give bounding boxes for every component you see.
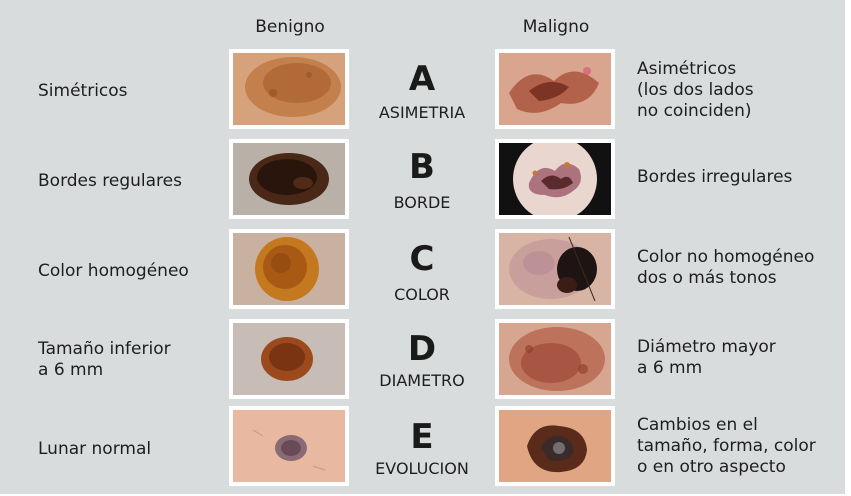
benign-description: Tamaño inferior a 6 mm — [38, 339, 171, 380]
malignant-description: Asimétricos (los dos lados no coinciden) — [637, 59, 754, 121]
malignant-mole-photo-diameter — [495, 319, 615, 399]
malignant-mole-photo-border — [495, 139, 615, 219]
benign-description: Bordes regulares — [38, 171, 182, 191]
benign-mole-photo-color — [229, 229, 349, 309]
benign-description: Simétricos — [38, 81, 128, 101]
malignant-description: Diámetro mayor a 6 mm — [637, 337, 776, 378]
benign-mole-image — [233, 323, 345, 395]
benign-mole-image — [233, 143, 345, 215]
benign-mole-photo-border — [229, 139, 349, 219]
criterion-name: BORDE — [393, 193, 451, 212]
criterion-letter: C — [409, 239, 435, 279]
malignant-column-header: Maligno — [522, 17, 590, 37]
row-border: Bordes regulares B BORDE Bordes irregula… — [0, 135, 845, 225]
malignant-mole-image — [499, 323, 611, 395]
criterion-name: ASIMETRIA — [378, 103, 466, 122]
criterion-letter: D — [407, 329, 437, 369]
criterion-name: DIAMETRO — [379, 371, 465, 390]
benign-mole-image — [233, 410, 345, 482]
criterion-letter: A — [408, 59, 436, 99]
malignant-mole-photo-evolution — [495, 406, 615, 486]
malignant-mole-image — [499, 53, 611, 125]
malignant-description: Cambios en el tamaño, forma, color o en … — [637, 415, 816, 477]
malignant-mole-photo-asymmetry — [495, 49, 615, 129]
criterion-letter: E — [410, 417, 434, 457]
row-asymmetry: Simétricos A ASIMETRIA Asimétricos (los … — [0, 45, 845, 135]
benign-column-header: Benigno — [255, 17, 325, 37]
row-evolution: Lunar normal E EVOLUCION Cambios en el t… — [0, 405, 845, 495]
benign-mole-image — [233, 233, 345, 305]
benign-description: Lunar normal — [38, 439, 152, 459]
malignant-description: Color no homogéneo dos o más tonos — [637, 247, 815, 288]
malignant-mole-image — [499, 410, 611, 482]
row-diameter: Tamaño inferior a 6 mm D DIAMETRO Diámet… — [0, 315, 845, 405]
benign-mole-photo-evolution — [229, 406, 349, 486]
malignant-mole-image — [499, 143, 611, 215]
benign-mole-image — [233, 53, 345, 125]
criterion-name: EVOLUCION — [375, 459, 469, 478]
malignant-mole-photo-color — [495, 229, 615, 309]
benign-mole-photo-diameter — [229, 319, 349, 399]
benign-description: Color homogéneo — [38, 261, 189, 281]
malignant-mole-image — [499, 233, 611, 305]
row-color: Color homogéneo C COLOR Color no homogén… — [0, 225, 845, 315]
criterion-letter: B — [409, 147, 435, 187]
benign-mole-photo-asymmetry — [229, 49, 349, 129]
criterion-name: COLOR — [394, 285, 450, 304]
malignant-description: Bordes irregulares — [637, 167, 793, 187]
